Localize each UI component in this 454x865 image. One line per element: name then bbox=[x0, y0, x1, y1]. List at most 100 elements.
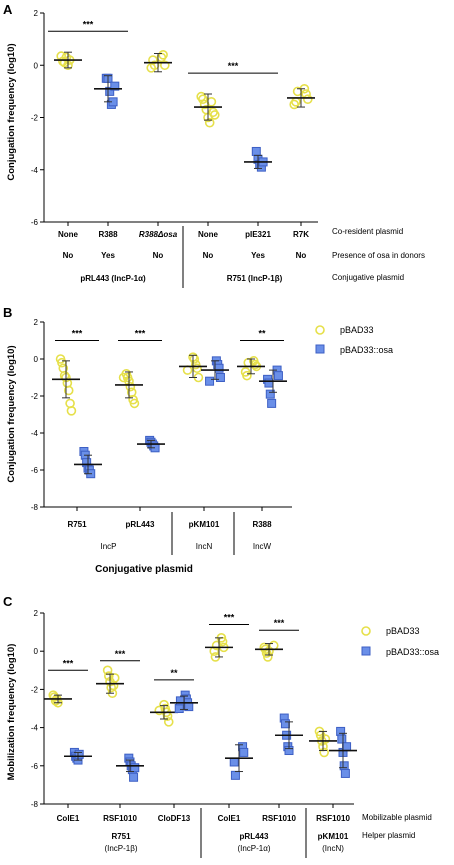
panel-c-category-label: RSF1010 bbox=[262, 814, 296, 823]
legend-pbad33osa-label: pBAD33::osa bbox=[340, 345, 393, 355]
legend-pbad33osa-marker bbox=[315, 344, 325, 354]
panel-c-category-label: RSF1010 bbox=[103, 814, 137, 823]
panel-c-group-sublabel: (IncP-1α) bbox=[237, 844, 270, 853]
panel-a-group-row-label: Conjugative plasmid bbox=[332, 273, 404, 282]
panel-a-point bbox=[110, 81, 120, 91]
panel-c-point bbox=[174, 704, 184, 713]
panel-c-point bbox=[263, 652, 273, 662]
panel-b-category-label: R388 bbox=[252, 520, 272, 529]
panel-b-group-label: IncP bbox=[100, 542, 116, 551]
panel-c-point bbox=[342, 742, 352, 752]
panel-c-y-tick-label: -6 bbox=[31, 762, 39, 771]
panel-c-y-tick-label: 0 bbox=[34, 647, 39, 656]
panel-b-category-label: pRL443 bbox=[126, 520, 155, 529]
panel-b-y-tick-label: -6 bbox=[31, 466, 39, 475]
panel-a-osa-cell: No bbox=[296, 251, 307, 260]
panel-a-point bbox=[251, 146, 261, 156]
panel-c-point bbox=[74, 749, 84, 759]
panel-a-point bbox=[292, 86, 303, 97]
panel-c-group-sublabel: (IncP-1β) bbox=[104, 844, 137, 853]
panel-a-point bbox=[149, 60, 160, 71]
panel-c-category-label: ColE1 bbox=[218, 814, 241, 823]
panel-b-xlabel: Conjugative plasmid bbox=[95, 564, 193, 575]
panel-c-point bbox=[211, 640, 222, 651]
panel-letter-a: A bbox=[3, 2, 13, 17]
panel-c-ylabel: Mobilization frequency (log10) bbox=[6, 644, 17, 781]
panel-letter-b: B bbox=[3, 305, 12, 320]
panel-a-group-label: R751 (IncP-1β) bbox=[227, 274, 283, 283]
panel-c-group-label: R751 bbox=[111, 832, 131, 841]
panel-a-significance-label: *** bbox=[83, 19, 94, 29]
panel-a-y-tick-label: -6 bbox=[31, 218, 39, 227]
panel-a-point bbox=[158, 49, 168, 60]
panel-a-category-label: None bbox=[58, 230, 79, 239]
panel-b-group-label: IncN bbox=[196, 542, 213, 551]
panel-b-significance-label: *** bbox=[135, 329, 146, 339]
panel-a-category-row-label: Co-resident plasmid bbox=[332, 227, 403, 236]
panel-b-y-tick-label: -4 bbox=[31, 429, 39, 438]
panel-c-point bbox=[339, 761, 349, 771]
panel-c-group-label: pRL443 bbox=[240, 832, 269, 841]
panel-c-point bbox=[229, 757, 239, 767]
panel-c-point bbox=[230, 770, 240, 780]
panel-c-point bbox=[109, 673, 120, 683]
panel-c-group-label: pKM101 bbox=[318, 832, 349, 841]
panel-a-presence-row-label: Presence of osa in donors bbox=[332, 251, 425, 260]
legend-pbad33-label: pBAD33 bbox=[340, 325, 374, 335]
panel-a-osa-cell: Yes bbox=[251, 251, 265, 260]
panel-c-legend: pBAD33 pBAD33::osa bbox=[361, 626, 439, 657]
panel-a-ylabel: Conjugation frequency (log10) bbox=[6, 43, 17, 180]
panel-c-significance-label: *** bbox=[63, 658, 74, 668]
panel-b-point bbox=[118, 372, 129, 383]
panel-b-point bbox=[264, 378, 274, 388]
panel-c-y-tick-label: -2 bbox=[31, 685, 39, 694]
panel-a-point bbox=[291, 97, 301, 107]
panel-c-y-tick-label: -8 bbox=[31, 800, 39, 809]
panel-a-osa-cell: No bbox=[153, 251, 164, 260]
panel-a-point bbox=[302, 94, 313, 105]
panel-b-category-label: pKM101 bbox=[189, 520, 220, 529]
panel-a-point bbox=[301, 89, 311, 99]
panel-b: 2 0 -2 -4 -6 -8 R751 pRL443 pKM101 R388 IncP IncN In… bbox=[31, 318, 292, 555]
panel-b-point bbox=[66, 405, 77, 416]
panel-a: 2 0 -2 -4 -6 None R388 R388Δosa None pIE321 R7K No Y… bbox=[31, 9, 318, 288]
panel-a-point bbox=[206, 97, 217, 107]
panel-b-y-tick-label: 0 bbox=[34, 355, 39, 364]
panel-c-point bbox=[239, 747, 249, 757]
panel-c-point bbox=[130, 763, 140, 773]
panel-c-point bbox=[154, 705, 165, 716]
panel-b-y-tick-label: 2 bbox=[34, 318, 39, 327]
panel-c-point bbox=[175, 696, 185, 706]
panel-c-point bbox=[280, 719, 290, 729]
panel-b-y-tick-label: -2 bbox=[31, 392, 39, 401]
panel-a-point bbox=[210, 110, 220, 120]
panel-b-category-label: R751 bbox=[67, 520, 87, 529]
panel-b-point bbox=[182, 365, 193, 375]
panel-b-point bbox=[267, 398, 277, 408]
panel-c-category-label: CloDF13 bbox=[158, 814, 191, 823]
panel-a-category-label: R7K bbox=[293, 230, 309, 239]
panel-a-osa-cell: No bbox=[203, 251, 214, 260]
panel-c-significance-label: *** bbox=[274, 618, 285, 628]
panel-c: 2 0 -2 -4 -6 -8 ColE1 RSF1010 CloDF13 ColE1 RSF101… bbox=[31, 609, 357, 858]
panel-a-category-label: R388Δosa bbox=[139, 230, 178, 239]
panel-a-category-label: None bbox=[198, 230, 219, 239]
panel-a-osa-cell: No bbox=[63, 251, 74, 260]
legend-c-pbad33-label: pBAD33 bbox=[386, 626, 420, 636]
panel-b-point bbox=[215, 373, 225, 382]
panel-c-category-label: ColE1 bbox=[57, 814, 80, 823]
panel-c-significance-label: ** bbox=[170, 668, 178, 678]
legend-c-pbad33osa-label: pBAD33::osa bbox=[386, 647, 439, 657]
panel-a-y-tick-label: 0 bbox=[34, 61, 39, 70]
panel-c-point bbox=[129, 772, 139, 782]
panel-c-point bbox=[320, 734, 331, 744]
panel-b-point bbox=[125, 381, 136, 392]
panel-a-osa-cell: Yes bbox=[101, 251, 115, 260]
panel-b-point bbox=[63, 385, 74, 396]
panel-c-category-row-label: Mobilizable plasmid bbox=[362, 813, 432, 822]
panel-b-point bbox=[242, 370, 252, 381]
panel-a-significance-label: *** bbox=[228, 61, 239, 71]
panel-a-point bbox=[148, 55, 158, 65]
panel-a-category-label: R388 bbox=[98, 230, 118, 239]
panel-a-point bbox=[160, 60, 170, 71]
